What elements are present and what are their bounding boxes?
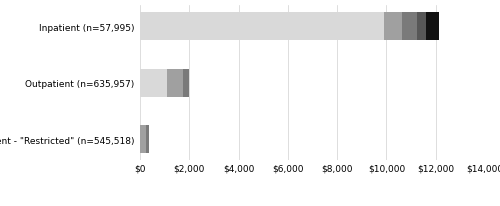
Bar [167, 69, 183, 97]
Bar [183, 69, 190, 97]
Bar [140, 13, 384, 41]
Bar [146, 126, 148, 154]
Bar [384, 13, 402, 41]
Bar [417, 13, 426, 41]
Bar [402, 13, 417, 41]
Bar [140, 69, 167, 97]
Bar [140, 126, 146, 154]
Bar [426, 13, 439, 41]
